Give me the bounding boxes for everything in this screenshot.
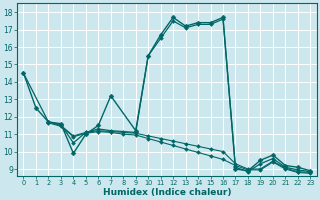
X-axis label: Humidex (Indice chaleur): Humidex (Indice chaleur) <box>103 188 231 197</box>
